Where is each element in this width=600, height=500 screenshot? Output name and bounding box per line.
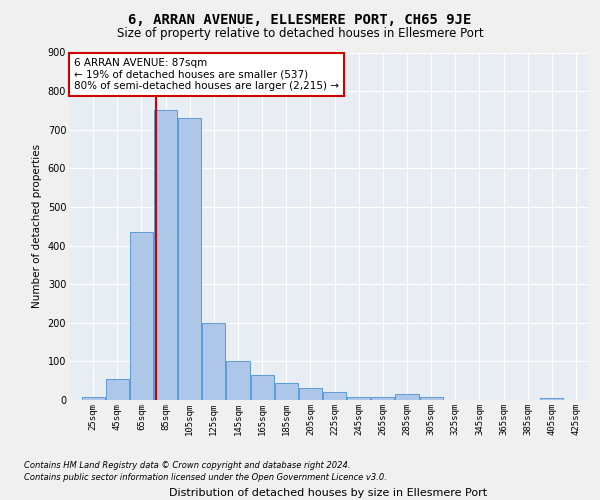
Bar [130, 232, 153, 400]
Bar [106, 379, 129, 400]
Text: Size of property relative to detached houses in Ellesmere Port: Size of property relative to detached ho… [116, 28, 484, 40]
Bar [323, 392, 346, 400]
Bar [226, 362, 250, 400]
Bar [178, 118, 201, 400]
Bar [419, 397, 443, 400]
Bar [251, 375, 274, 400]
Bar [371, 397, 394, 400]
Bar [82, 397, 105, 400]
Bar [540, 398, 563, 400]
Bar [347, 397, 370, 400]
Bar [154, 110, 177, 400]
Bar [275, 382, 298, 400]
Text: 6 ARRAN AVENUE: 87sqm
← 19% of detached houses are smaller (537)
80% of semi-det: 6 ARRAN AVENUE: 87sqm ← 19% of detached … [74, 58, 339, 91]
Bar [202, 323, 226, 400]
Bar [299, 388, 322, 400]
Y-axis label: Number of detached properties: Number of detached properties [32, 144, 42, 308]
Bar [395, 394, 419, 400]
Text: Contains HM Land Registry data © Crown copyright and database right 2024.: Contains HM Land Registry data © Crown c… [24, 461, 350, 470]
X-axis label: Distribution of detached houses by size in Ellesmere Port: Distribution of detached houses by size … [169, 488, 488, 498]
Text: 6, ARRAN AVENUE, ELLESMERE PORT, CH65 9JE: 6, ARRAN AVENUE, ELLESMERE PORT, CH65 9J… [128, 12, 472, 26]
Text: Contains public sector information licensed under the Open Government Licence v3: Contains public sector information licen… [24, 472, 387, 482]
